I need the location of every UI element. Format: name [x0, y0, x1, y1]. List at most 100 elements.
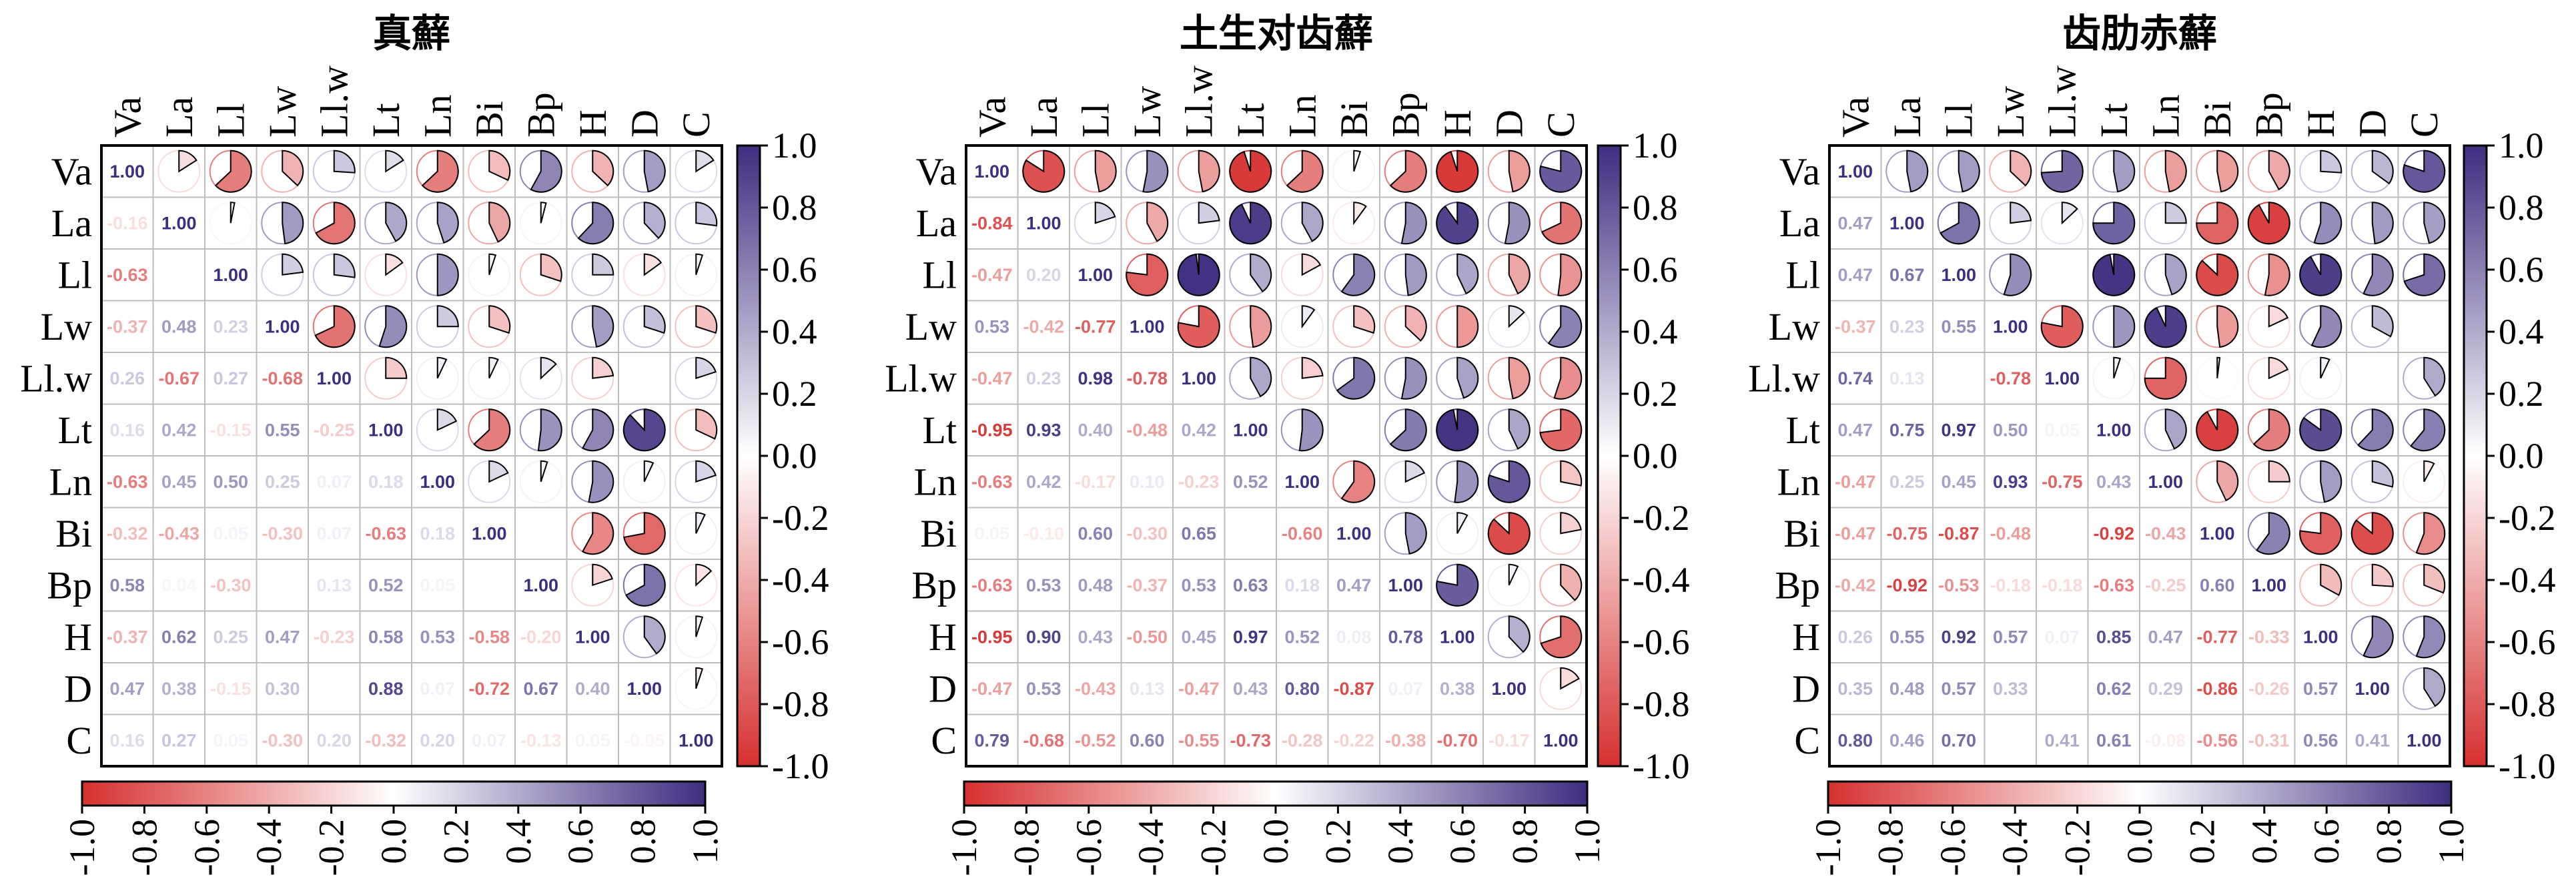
row-label: Va	[51, 150, 92, 193]
correlation-value: 0.52	[1284, 627, 1320, 647]
pie-slice	[2268, 460, 2290, 483]
colorbar-tick-label: -0.8	[1870, 819, 1910, 876]
pie-slice	[2313, 202, 2342, 245]
correlation-value: 1.00	[679, 730, 714, 750]
correlation-value: -0.17	[1075, 472, 1116, 492]
pie-slice	[2371, 305, 2394, 338]
colorbar-tick-label: 0.0	[374, 819, 414, 864]
pie-slice	[2040, 305, 2084, 348]
pie-slice	[1094, 202, 1116, 224]
correlation-value: 0.74	[1837, 368, 1873, 388]
correlation-value: 0.05	[213, 730, 248, 750]
pie-slice	[1301, 253, 1322, 276]
pie-slice	[1487, 460, 1531, 503]
correlation-value: -0.22	[1333, 730, 1374, 750]
pie-slice	[1456, 253, 1479, 295]
pie-slice	[2216, 460, 2239, 502]
pie-outline	[519, 512, 562, 555]
pie-slice	[2320, 563, 2342, 597]
pie-slice	[488, 253, 497, 276]
correlation-value: 0.60	[1130, 730, 1165, 750]
pie-slice	[695, 512, 706, 534]
correlation-value: 0.58	[109, 575, 145, 595]
pie-slice	[1436, 563, 1479, 607]
correlation-value: 0.35	[1837, 679, 1873, 699]
colorbar-tick-label: 0.0	[1633, 436, 1678, 476]
row-label: Ln	[49, 460, 92, 503]
correlation-value: 0.05	[213, 523, 248, 543]
correlation-value: 0.58	[368, 627, 404, 647]
correlation-value: -0.70	[1436, 730, 1478, 750]
pie-slice	[1906, 150, 1929, 193]
correlation-value: 0.26	[109, 368, 145, 388]
correlation-value: 0.40	[1078, 420, 1113, 440]
pie-slice	[2256, 512, 2290, 555]
pie-slice	[1508, 305, 1525, 328]
pie-slice	[1404, 305, 1427, 342]
correlation-value: 0.62	[2096, 679, 2132, 699]
row-label: Lw	[1769, 305, 1820, 348]
correlation-value: -0.78	[1990, 368, 2031, 388]
row-label: Ll.w	[1748, 356, 1820, 400]
pie-slice	[385, 253, 404, 276]
correlation-value: -0.92	[1886, 575, 1927, 595]
pie-slice	[2371, 563, 2394, 587]
row-label: Ll.w	[885, 356, 957, 400]
correlation-value: 0.57	[1941, 679, 1976, 699]
correlation-value: -0.95	[971, 627, 1013, 647]
correlation-value: 0.20	[1026, 265, 1061, 285]
pie-slice	[2371, 150, 2394, 185]
pie-slice	[1560, 512, 1582, 535]
colorbar-tick-label: 0.0	[1256, 819, 1296, 864]
correlation-value: 0.57	[2303, 679, 2338, 699]
correlation-value: 0.07	[1388, 679, 1423, 699]
pie-slice	[385, 202, 408, 242]
correlation-value: -0.37	[1126, 575, 1168, 595]
correlation-value: 0.46	[1889, 730, 1925, 750]
correlation-value: 1.00	[265, 316, 300, 336]
pie-outline	[2040, 253, 2084, 296]
correlation-value: 0.43	[1233, 679, 1268, 699]
row-label: H	[929, 615, 957, 659]
colorbar-tick-label: 0.4	[772, 312, 817, 352]
colorbar-tick-label: -1.0	[2499, 746, 2555, 786]
correlation-value: -0.37	[107, 627, 148, 647]
pie-slice	[2371, 202, 2394, 245]
row-label: Lw	[905, 305, 957, 348]
colorbar-tick-label: 0.8	[623, 819, 663, 864]
correlation-value: 0.25	[265, 472, 300, 492]
correlation-value: 0.33	[1993, 679, 2028, 699]
correlation-value: -0.86	[2196, 679, 2238, 699]
correlation-value: 0.92	[1941, 627, 1976, 647]
colorbar-tick-label: -0.2	[2058, 819, 2098, 876]
pie-slice	[1456, 356, 1479, 399]
pie-slice	[385, 150, 404, 173]
pie-slice	[1436, 408, 1479, 452]
pie-slice	[1094, 150, 1117, 193]
pie-slice	[1177, 305, 1220, 348]
pie-slice	[333, 253, 356, 278]
vertical-colorbar	[736, 144, 761, 768]
colorbar-tick-label: 0.8	[2369, 819, 2409, 864]
pie-outline	[2403, 305, 2446, 348]
correlation-value: 0.56	[2303, 730, 2338, 750]
matrix-frame	[100, 144, 723, 768]
correlation-value: 1.00	[1233, 420, 1268, 440]
pie-slice	[1229, 150, 1272, 193]
colorbar-tick-label: -0.4	[772, 560, 829, 600]
pie-slice	[2371, 460, 2394, 488]
pie-slice	[1541, 202, 1583, 245]
pie-slice	[1250, 305, 1272, 348]
colorbar-tick-label: 1.0	[772, 125, 817, 166]
column-label: Lt	[1229, 103, 1272, 137]
correlation-value: 0.60	[1078, 523, 1113, 543]
row-label: La	[916, 202, 957, 245]
pie-slice	[315, 202, 356, 245]
row-label: Ll.w	[20, 356, 92, 400]
correlation-value: 0.47	[1837, 213, 1873, 233]
column-label: C	[675, 111, 718, 137]
pie-slice	[1400, 202, 1427, 245]
matrix-frame	[965, 144, 1588, 768]
pie-slice	[2216, 305, 2239, 348]
correlation-value: 0.07	[420, 679, 455, 699]
